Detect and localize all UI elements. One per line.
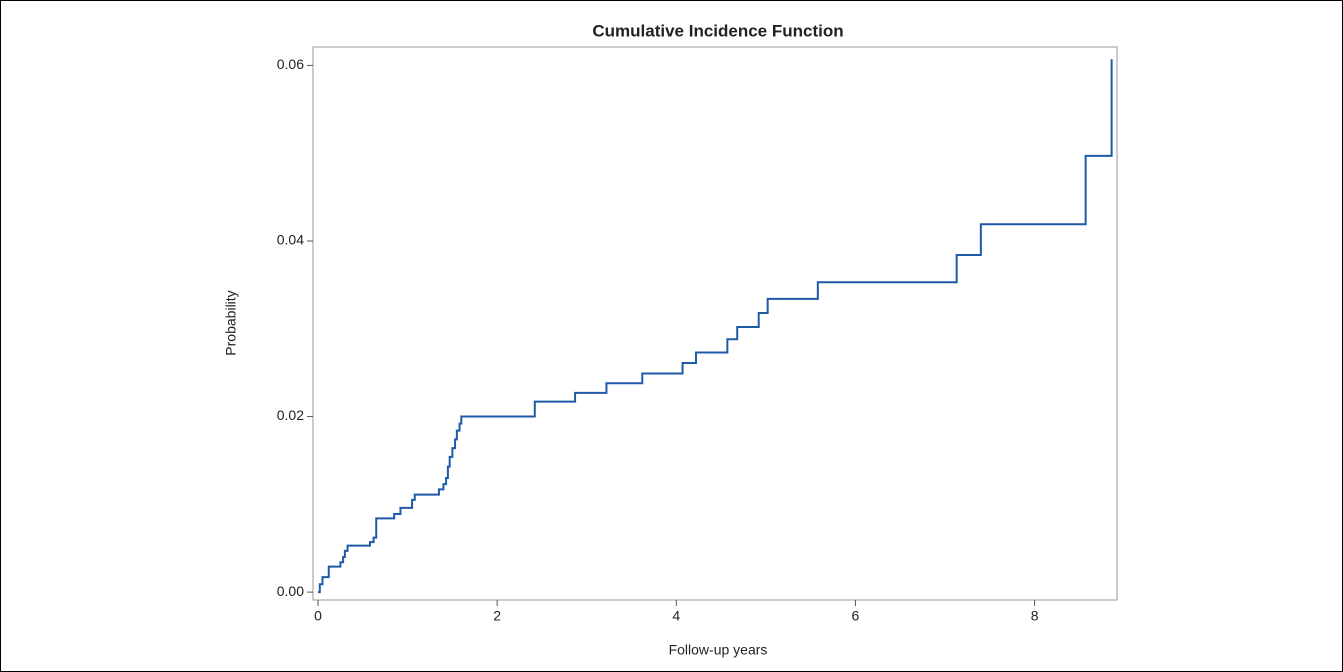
x-axis-label: Follow-up years [669, 642, 768, 658]
y-axis-label: Probability [223, 290, 239, 355]
x-tick-label: 4 [672, 608, 680, 624]
y-tick-label: 0.06 [277, 56, 304, 72]
x-tick-label: 6 [852, 608, 860, 624]
y-tick-label: 0.04 [277, 232, 304, 248]
y-tick-label: 0.00 [277, 583, 304, 599]
x-tick-label: 2 [493, 608, 501, 624]
cif-line [318, 59, 1113, 594]
plot-frame [312, 46, 1118, 601]
x-tick-label: 8 [1031, 608, 1039, 624]
y-tick-label: 0.02 [277, 407, 304, 423]
chart-title: Cumulative Incidence Function [592, 21, 843, 40]
x-tick-label: 0 [314, 608, 322, 624]
